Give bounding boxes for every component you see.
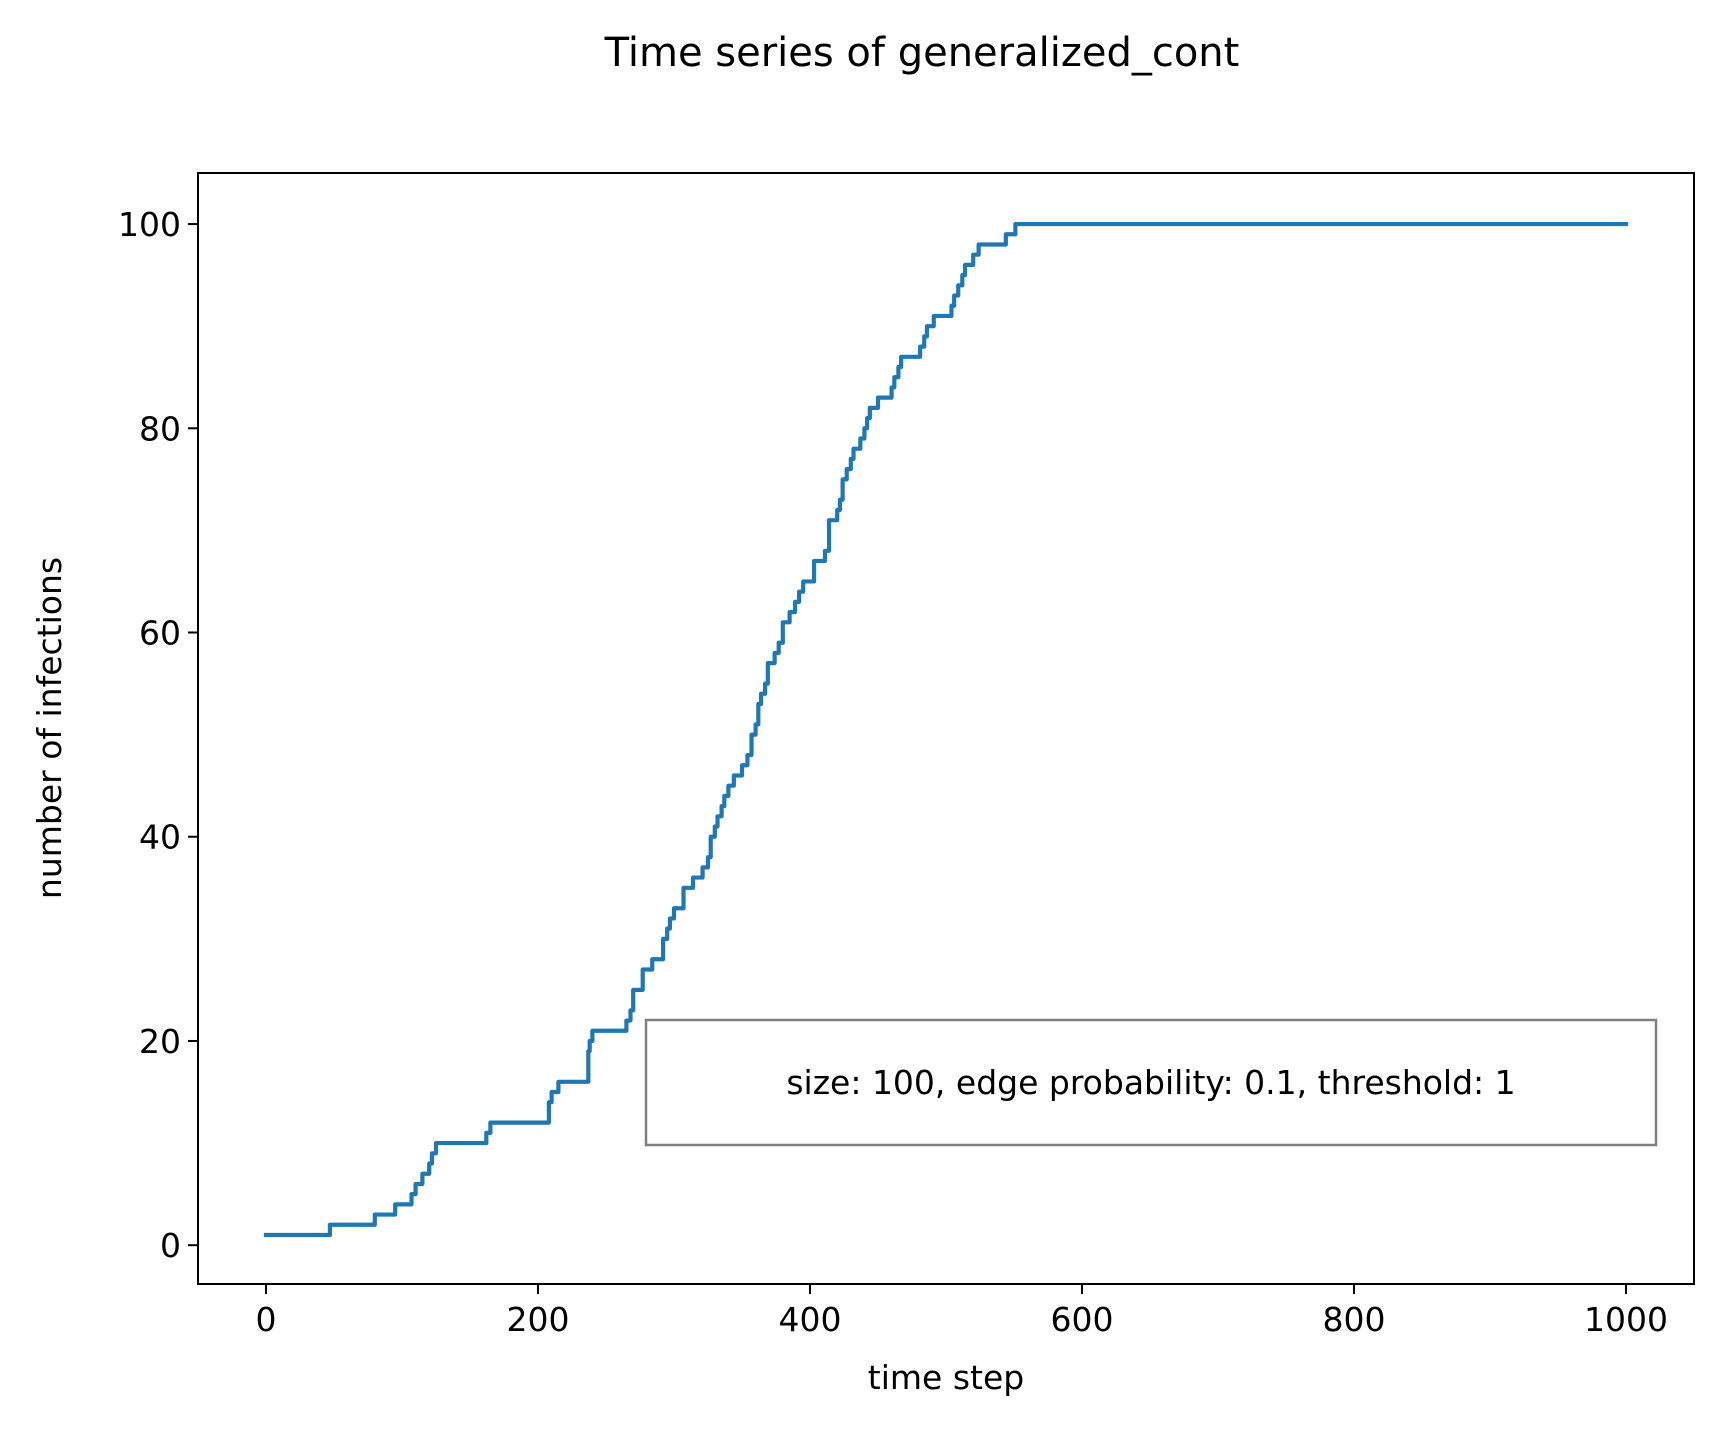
chart-title: Time series of generalized_cont [604,30,1240,76]
y-tick-label: 100 [118,205,181,244]
annotation-frame [644,1018,1658,1147]
x-tick-label: 1000 [1584,1300,1668,1339]
y-tick-label: 20 [139,1022,181,1061]
x-tick-label: 400 [779,1300,842,1339]
plot-area [263,221,1629,1238]
y-axis-label: number of infections [30,557,69,899]
x-tick-label: 800 [1323,1300,1386,1339]
y-tick-label: 0 [160,1226,181,1265]
annotation-text: size: 100, edge probability: 0.1, thresh… [786,1063,1515,1102]
x-axis: 0 200 400 600 800 1000 [256,1284,1668,1339]
y-tick-label: 80 [139,409,181,448]
y-tick-label: 60 [139,614,181,653]
plot-frame [197,172,1695,1285]
x-axis-label: time step [868,1358,1024,1397]
x-tick-label: 600 [1051,1300,1114,1339]
x-tick-label: 200 [507,1300,570,1339]
x-tick-label: 0 [256,1300,277,1339]
series-line [263,221,1629,1238]
y-tick-label: 40 [139,818,181,857]
y-axis: 0 20 40 60 80 100 [118,205,198,1265]
annotation-box: size: 100, edge probability: 0.1, thresh… [644,1018,1658,1147]
